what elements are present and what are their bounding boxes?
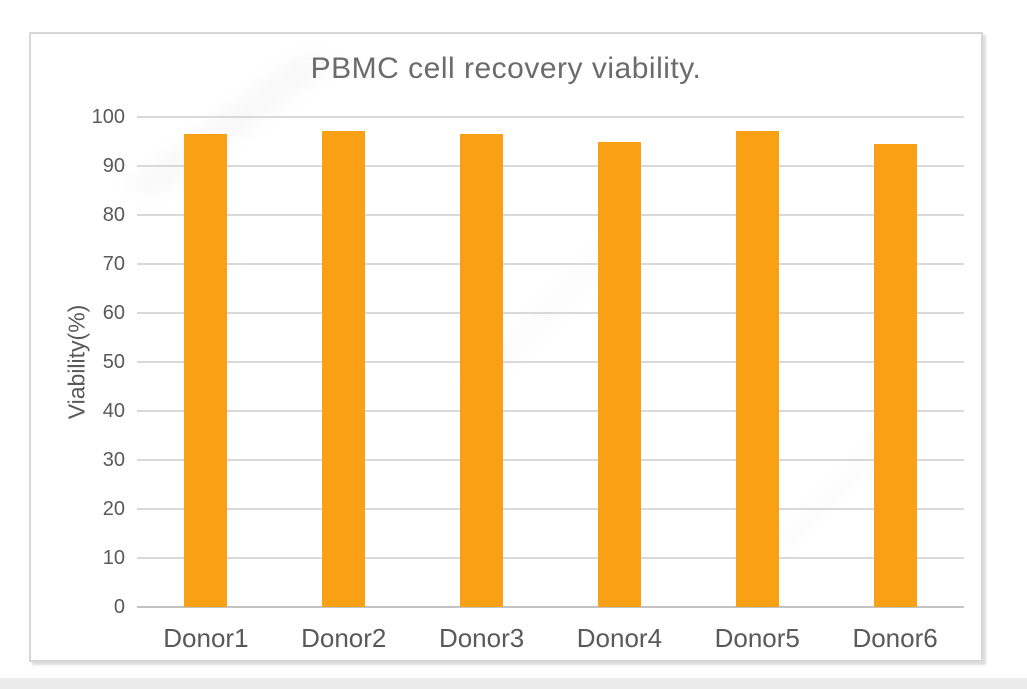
x-category-label-donor1: Donor1	[163, 623, 249, 653]
gridline-y70	[137, 263, 964, 265]
x-category-label-donor6: Donor6	[852, 623, 938, 653]
bar-donor3	[460, 134, 504, 607]
bar-donor4	[597, 142, 641, 607]
x-axis-line	[137, 606, 964, 608]
y-tick-label-30: 30	[102, 449, 125, 471]
y-tick-label-60: 60	[102, 302, 125, 324]
gridline-y80	[137, 214, 964, 216]
y-tick-label-70: 70	[102, 253, 125, 275]
y-tick-label-20: 20	[102, 498, 125, 520]
bar-donor2	[322, 130, 366, 607]
gridline-y50	[137, 361, 964, 363]
x-category-label-donor4: Donor4	[576, 623, 663, 653]
bar-donor5	[735, 130, 779, 607]
bar-donor1	[184, 134, 228, 607]
gridline-y100	[137, 116, 964, 118]
gridline-y30	[137, 459, 964, 461]
x-category-label-donor5: Donor5	[714, 623, 800, 653]
y-tick-label-50: 50	[102, 351, 125, 373]
chart-title: PBMC cell recovery viability.	[310, 52, 702, 85]
y-tick-label-100: 100	[91, 106, 125, 128]
gridline-y10	[137, 557, 964, 559]
gridline-y40	[137, 410, 964, 412]
y-tick-label-80: 80	[102, 204, 125, 226]
y-tick-label-0: 0	[113, 596, 125, 618]
y-tick-label-90: 90	[102, 155, 125, 177]
x-category-label-donor3: Donor3	[438, 623, 525, 653]
y-tick-label-10: 10	[102, 547, 125, 569]
gridline-y90	[137, 165, 964, 167]
y-tick-label-40: 40	[102, 400, 125, 422]
bar-donor6	[873, 144, 917, 607]
bottom-page-band	[0, 678, 1027, 689]
gridline-y20	[137, 508, 964, 510]
x-category-label-donor2: Donor2	[301, 623, 387, 653]
gridline-y60	[137, 312, 964, 314]
chart-frame: PBMC cell recovery viability. Viability(…	[29, 26, 983, 662]
plot-area	[137, 116, 964, 608]
